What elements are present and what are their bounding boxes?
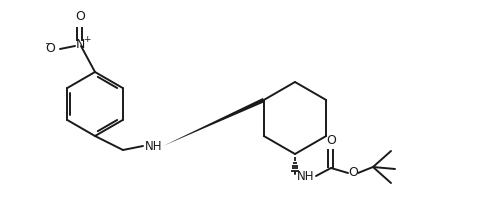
Text: O: O — [75, 10, 85, 23]
Text: N: N — [75, 38, 85, 51]
Text: O: O — [348, 167, 358, 180]
Polygon shape — [163, 98, 265, 146]
Text: NH: NH — [145, 139, 162, 153]
Text: O: O — [45, 42, 55, 56]
Text: O: O — [326, 134, 336, 147]
Text: +: + — [83, 34, 90, 43]
Text: −: − — [44, 38, 52, 47]
Text: NH: NH — [297, 169, 315, 182]
